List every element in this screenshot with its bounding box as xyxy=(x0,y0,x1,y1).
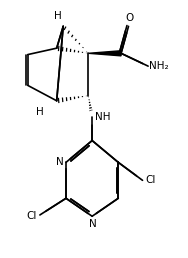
Text: Cl: Cl xyxy=(145,175,156,185)
Text: Cl: Cl xyxy=(27,211,37,221)
Circle shape xyxy=(124,21,133,32)
Text: H: H xyxy=(36,107,44,117)
Circle shape xyxy=(34,207,45,223)
Circle shape xyxy=(137,173,148,188)
Text: NH: NH xyxy=(95,112,110,123)
Text: O: O xyxy=(125,12,134,22)
Circle shape xyxy=(88,211,96,221)
Circle shape xyxy=(143,60,153,72)
Circle shape xyxy=(54,11,61,21)
Text: N: N xyxy=(56,157,64,167)
Text: N: N xyxy=(89,219,97,229)
Polygon shape xyxy=(88,51,121,56)
Circle shape xyxy=(36,107,44,117)
Circle shape xyxy=(62,157,70,167)
Circle shape xyxy=(87,111,97,124)
Text: H: H xyxy=(54,11,61,21)
Text: NH₂: NH₂ xyxy=(149,61,169,71)
